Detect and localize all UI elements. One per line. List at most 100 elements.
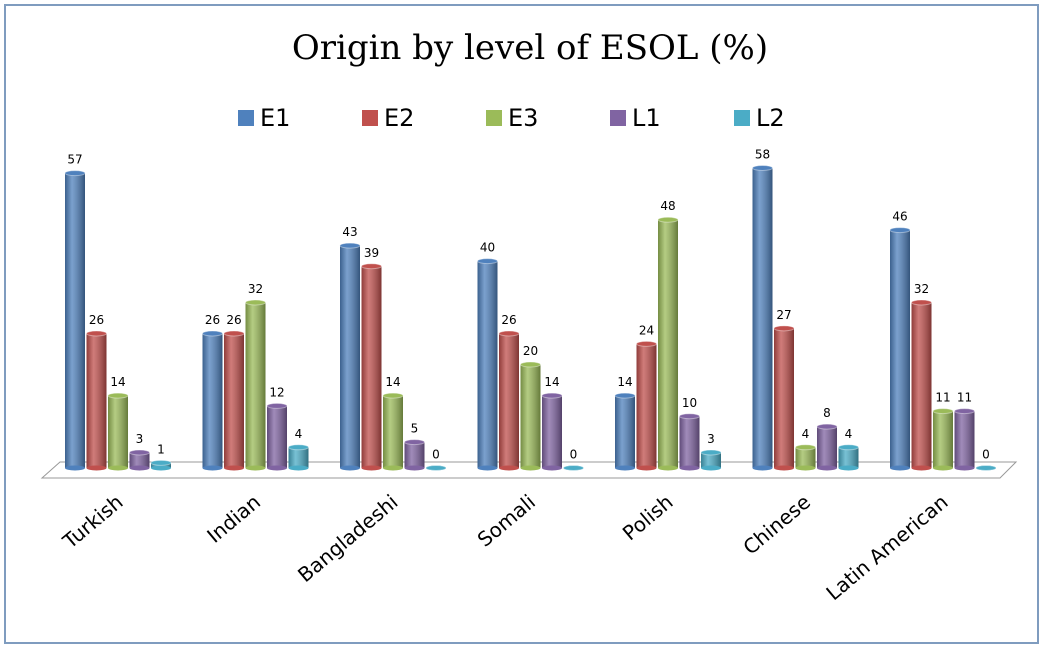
bar-bottom (267, 465, 287, 471)
bar-top (150, 459, 172, 466)
bar-top (614, 392, 636, 399)
bar-bottom (65, 465, 85, 471)
data-label: 26 (501, 313, 516, 327)
bar-top (361, 263, 382, 270)
bar-top (752, 165, 773, 171)
data-label: 4 (802, 427, 810, 441)
bar-shade (288, 447, 309, 468)
bar-top (795, 444, 816, 451)
legend-swatch (486, 110, 502, 126)
legend-label: L2 (756, 104, 785, 132)
chart-border (4, 4, 1039, 644)
bar-shade (795, 447, 816, 468)
bar-bottom (679, 465, 700, 471)
bar-top (657, 216, 679, 223)
bar-shade (774, 328, 794, 468)
data-label: 26 (226, 313, 241, 327)
bar-bottom (954, 465, 975, 471)
bar-shade (404, 442, 425, 468)
bar-bottom (933, 465, 953, 471)
data-label: 32 (248, 282, 263, 296)
data-label: 5 (411, 422, 419, 436)
bar-shade (954, 411, 975, 468)
legend-label: E3 (508, 104, 538, 132)
bar-bottom (202, 465, 223, 471)
bar-shade (636, 343, 657, 468)
bar-shade (86, 333, 107, 468)
data-label: 1 (157, 442, 165, 456)
data-label: 11 (957, 391, 972, 405)
bar-bottom (383, 465, 403, 471)
bar-bottom (404, 465, 425, 471)
bar-shade (245, 302, 266, 468)
bar-bottom (701, 465, 721, 471)
data-label: 14 (110, 375, 125, 389)
legend-swatch (610, 110, 626, 126)
data-label: 0 (570, 448, 578, 462)
bar-top (911, 299, 932, 306)
data-label: 0 (432, 448, 440, 462)
bar-top (107, 392, 129, 399)
bar-bottom (245, 465, 266, 471)
bar-shade (267, 405, 287, 468)
data-label: 46 (892, 210, 907, 224)
bar-shade (911, 302, 932, 468)
bar-shade (224, 333, 244, 468)
bar-bottom (108, 465, 128, 471)
bar-shade (838, 447, 859, 468)
bar-shade (477, 261, 498, 468)
data-label: 48 (660, 199, 675, 213)
bar-top (382, 392, 404, 399)
bar-top (700, 449, 722, 456)
data-label: 26 (205, 313, 220, 327)
data-label: 12 (269, 385, 284, 399)
data-label: 39 (364, 246, 379, 260)
bar-shade (340, 245, 360, 468)
bar-top (541, 392, 563, 399)
bar-shade (679, 416, 700, 468)
legend-label: E1 (260, 104, 290, 132)
bar-top (954, 408, 975, 415)
bar-bottom (911, 465, 932, 471)
data-label: 14 (617, 375, 632, 389)
bar-top (816, 423, 838, 430)
data-label: 11 (935, 391, 950, 405)
data-label: 20 (523, 344, 538, 358)
bar-bottom (340, 465, 360, 471)
bar-top (520, 361, 541, 368)
bar-shade (65, 173, 85, 468)
bar-top (679, 413, 700, 420)
bar-bottom (615, 465, 635, 471)
data-label: 3 (707, 432, 715, 446)
bar-top (266, 402, 288, 409)
bar-shade (499, 333, 519, 468)
bar-shade (202, 333, 223, 468)
bar-top (636, 340, 657, 347)
bar-shade (752, 168, 773, 468)
bar-top (202, 330, 223, 337)
bar-top (288, 444, 309, 451)
data-label: 10 (682, 396, 697, 410)
data-label: 57 (67, 153, 82, 167)
legend-swatch (238, 110, 254, 126)
data-label: 58 (755, 148, 770, 162)
bar-shade (151, 462, 171, 468)
data-label: 24 (639, 323, 654, 337)
bar-shade (817, 426, 837, 468)
data-label: 4 (845, 427, 853, 441)
bar-bottom (817, 465, 837, 471)
bar-shade (542, 395, 562, 468)
bar-top (425, 465, 447, 471)
bar-bottom (838, 465, 859, 471)
bar-top (477, 258, 498, 265)
chart-title: Origin by level of ESOL (%) (292, 28, 768, 68)
bar-top (563, 465, 584, 471)
data-label: 43 (342, 225, 357, 239)
legend-swatch (734, 110, 750, 126)
bar-top (773, 325, 795, 332)
bar-bottom (151, 465, 171, 471)
legend-label: L1 (632, 104, 661, 132)
bar-shade (520, 364, 541, 468)
bar-bottom (795, 465, 816, 471)
